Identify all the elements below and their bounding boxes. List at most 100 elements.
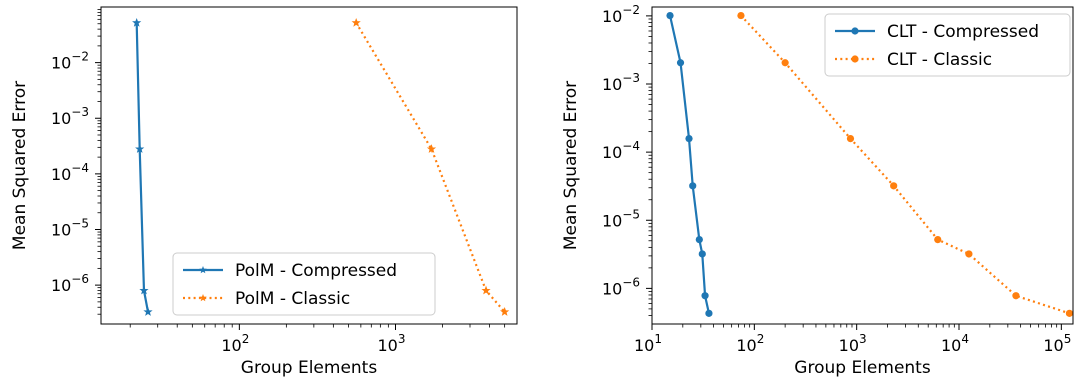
x-tick-exponent: 5	[1064, 332, 1072, 346]
y-axis-label: Mean Squared Error	[561, 81, 581, 250]
data-point	[351, 17, 361, 27]
legend-label: PolM - Classic	[235, 289, 350, 309]
series-clt-classic	[737, 11, 1074, 317]
y-tick-exponent: −4	[71, 161, 89, 175]
data-point	[705, 309, 713, 317]
x-tick-exponent: 4	[961, 332, 969, 346]
x-tick-label: 105	[1043, 332, 1071, 355]
data-point	[135, 144, 145, 153]
y-tick-exponent: −4	[622, 139, 640, 153]
data-point	[500, 307, 510, 316]
data-point	[689, 182, 697, 190]
x-tick-base: 10	[634, 336, 654, 355]
y-tick-label: 10−6	[602, 275, 640, 298]
data-point	[781, 59, 789, 67]
y-tick-base: 10	[602, 211, 622, 230]
data-point	[676, 59, 685, 67]
x-tick-exponent: 3	[398, 332, 406, 346]
x-tick-base: 10	[377, 336, 397, 355]
x-tick-base: 10	[941, 336, 961, 355]
plot-frame	[651, 6, 1074, 325]
y-tick-exponent: −3	[622, 71, 640, 85]
data-point	[890, 182, 898, 190]
y-tick-label: 10−3	[51, 105, 89, 128]
y-tick-base: 10	[51, 276, 71, 295]
y-tick-exponent: −5	[71, 216, 89, 230]
series-line	[355, 22, 506, 313]
x-tick-base: 10	[221, 336, 241, 355]
y-tick-exponent: −3	[71, 105, 89, 119]
y-tick-label: 10−3	[602, 71, 640, 94]
legend-entry: PolM - Compressed	[183, 261, 397, 281]
y-tick-exponent: −6	[622, 275, 640, 289]
data-point	[666, 11, 674, 20]
x-axis-label: Group Elements	[794, 358, 931, 378]
x-tick-label: 103	[377, 332, 405, 355]
legend-marker	[199, 266, 207, 274]
legend-entry: CLT - Classic	[835, 50, 992, 70]
y-tick-exponent: −5	[622, 207, 640, 221]
data-point	[701, 292, 709, 300]
legend-box	[824, 13, 1071, 77]
data-point	[426, 144, 437, 153]
y-tick-base: 10	[51, 165, 71, 184]
x-tick-label: 103	[839, 332, 867, 355]
x-tick-exponent: 2	[242, 332, 250, 346]
legend: PolM - Compressed PolM - Classic	[172, 252, 436, 316]
y-tick-label: 10−4	[602, 139, 640, 162]
minor-ticks	[97, 9, 506, 328]
y-tick-base: 10	[602, 279, 622, 298]
data-point	[143, 307, 153, 316]
legend: CLT - Compressed CLT - Classic	[824, 13, 1071, 77]
data-point	[132, 17, 142, 27]
y-tick-label: 10−5	[51, 216, 89, 239]
data-point	[737, 11, 745, 20]
legend-label: PolM - Compressed	[235, 261, 397, 281]
y-tick-base: 10	[602, 7, 622, 26]
y-axis-label: Mean Squared Error	[10, 81, 30, 250]
data-point	[685, 134, 693, 143]
series-clt-compressed	[666, 11, 713, 317]
data-point	[846, 134, 855, 143]
x-tick-label: 102	[736, 332, 764, 355]
y-tick-label: 10−6	[51, 272, 89, 295]
legend-marker	[199, 294, 207, 302]
x-tick-label: 102	[221, 332, 249, 355]
minor-ticks	[648, 18, 1058, 328]
y-tick-exponent: −6	[71, 272, 89, 286]
x-tick-base: 10	[736, 336, 756, 355]
legend-label: CLT - Compressed	[887, 22, 1039, 42]
y-tick-base: 10	[51, 220, 71, 239]
legend-marker	[851, 55, 859, 63]
plot-frame	[100, 6, 518, 325]
series-line	[135, 21, 150, 313]
legend-entry: CLT - Compressed	[835, 22, 1039, 42]
x-tick-label: 104	[941, 332, 969, 355]
series-line	[740, 14, 1070, 315]
x-tick-label: 101	[634, 332, 662, 355]
data-point	[695, 236, 703, 244]
x-tick-exponent: 3	[859, 332, 867, 346]
x-axis-label: Group Elements	[241, 358, 378, 378]
y-tick-exponent: −2	[71, 50, 89, 64]
y-tick-base: 10	[51, 54, 71, 73]
y-tick-label: 10−5	[602, 207, 640, 230]
y-tick-label: 10−4	[51, 161, 89, 184]
data-point	[698, 250, 706, 258]
legend-box	[172, 252, 436, 316]
y-tick-label: 10−2	[51, 50, 89, 73]
data-point	[139, 285, 149, 295]
data-point	[934, 236, 942, 244]
x-tick-base: 10	[1043, 336, 1063, 355]
data-point	[1065, 309, 1074, 317]
y-tick-exponent: −2	[622, 3, 640, 17]
x-tick-base: 10	[839, 336, 859, 355]
series-polm-classic	[351, 17, 510, 316]
x-tick-exponent: 2	[757, 332, 765, 346]
legend-label: CLT - Classic	[887, 50, 992, 70]
legend-entry: PolM - Classic	[183, 289, 350, 309]
y-tick-base: 10	[602, 75, 622, 94]
y-tick-base: 10	[602, 143, 622, 162]
